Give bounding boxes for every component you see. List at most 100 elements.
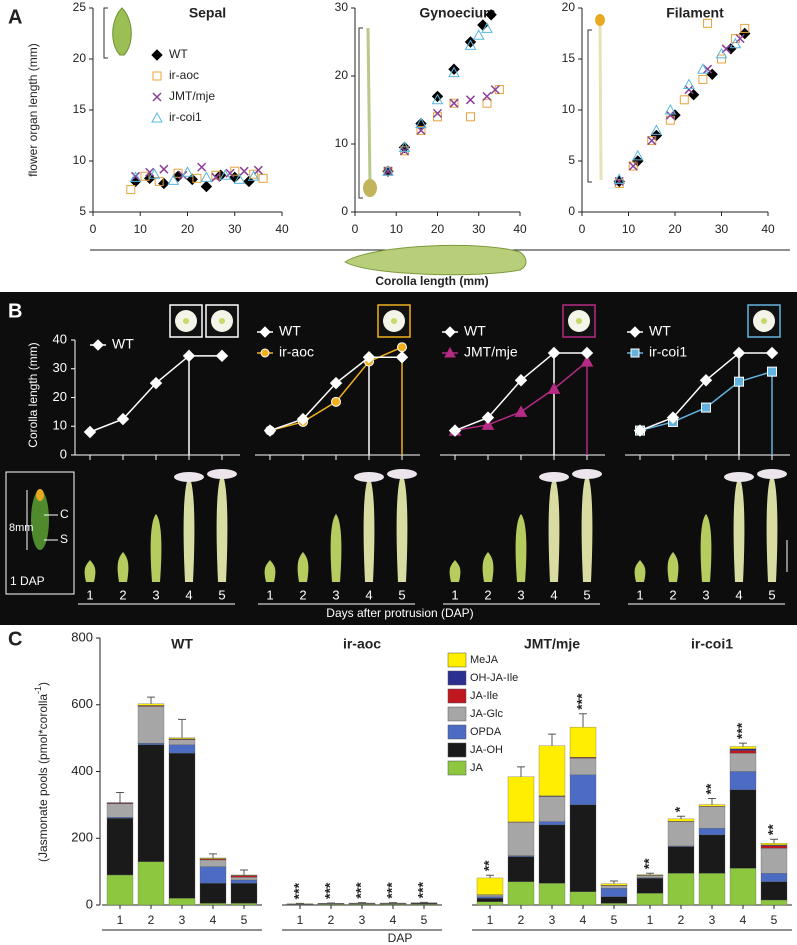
bar-segment bbox=[199, 903, 227, 906]
bar-segment bbox=[230, 875, 258, 878]
point bbox=[148, 168, 161, 179]
bar-segment bbox=[106, 803, 134, 818]
bar-segment bbox=[476, 896, 504, 899]
error-bar bbox=[209, 853, 217, 858]
point bbox=[145, 167, 155, 177]
point bbox=[464, 39, 477, 50]
bar-segment bbox=[507, 776, 535, 823]
point bbox=[431, 93, 444, 105]
bar-segment bbox=[729, 868, 757, 906]
x-tick-label: 5 bbox=[768, 587, 775, 602]
point bbox=[669, 109, 681, 121]
bar-segment bbox=[569, 891, 597, 906]
significance: *** bbox=[322, 882, 338, 899]
point bbox=[249, 169, 259, 179]
point bbox=[258, 173, 268, 183]
error-bar bbox=[677, 815, 685, 819]
point bbox=[448, 424, 462, 437]
point bbox=[734, 376, 744, 387]
point bbox=[725, 43, 737, 55]
x-tick-label: 10 bbox=[622, 222, 636, 236]
point bbox=[83, 425, 97, 439]
point bbox=[664, 103, 677, 115]
inset-label: C bbox=[60, 507, 69, 521]
bar-segment bbox=[168, 739, 196, 745]
x-tick-label: 3 bbox=[179, 913, 186, 927]
bar-segment bbox=[729, 771, 757, 791]
point bbox=[415, 117, 427, 129]
bar-segment bbox=[199, 866, 227, 884]
x-tick-label: 0 bbox=[90, 222, 97, 236]
legend-label: ir-aoc bbox=[169, 68, 199, 82]
point bbox=[482, 91, 492, 101]
legend-marker bbox=[444, 346, 456, 358]
bar-segment bbox=[106, 817, 134, 819]
bar-segment bbox=[729, 746, 757, 749]
error-bar bbox=[708, 798, 716, 805]
point bbox=[362, 351, 376, 364]
x-tick-label: 4 bbox=[580, 913, 587, 927]
point bbox=[580, 355, 594, 367]
filament-photo bbox=[587, 14, 605, 183]
flower-photo bbox=[482, 552, 494, 582]
bar-segment bbox=[230, 877, 258, 881]
y-tick-label: 5 bbox=[568, 153, 575, 167]
y-tick-label: 800 bbox=[71, 629, 93, 644]
point bbox=[431, 90, 444, 103]
bar-segment bbox=[538, 745, 566, 797]
point bbox=[481, 418, 495, 430]
x-axis-label: Days after protrusion (DAP) bbox=[326, 606, 473, 620]
bar-segment bbox=[760, 845, 788, 849]
point bbox=[485, 9, 497, 21]
bar-segment bbox=[507, 822, 535, 856]
x-tick-label: 0 bbox=[352, 222, 359, 236]
x-tick-label: 40 bbox=[761, 222, 775, 236]
bar-segment bbox=[636, 875, 664, 878]
flower-photo bbox=[581, 474, 593, 582]
bar-segment bbox=[199, 857, 227, 859]
y-tick-label: 25 bbox=[73, 0, 87, 14]
point bbox=[182, 349, 196, 363]
point bbox=[698, 74, 708, 84]
y-axis-label-main: (Jasmonate pools (pmol*corolla bbox=[36, 694, 50, 862]
flower-photo bbox=[330, 514, 342, 582]
y-tick-label: 30 bbox=[53, 360, 67, 375]
y-tick-label: 30 bbox=[335, 0, 349, 14]
flower-center bbox=[183, 318, 189, 324]
significance: ** bbox=[703, 783, 719, 794]
point bbox=[715, 47, 728, 59]
x-tick-label: 3 bbox=[359, 913, 366, 927]
error-bar bbox=[147, 696, 155, 704]
panel-label: C bbox=[8, 628, 22, 650]
point bbox=[129, 171, 142, 182]
x-tick-label: 4 bbox=[365, 587, 372, 602]
bar-segment bbox=[760, 899, 788, 906]
point bbox=[400, 146, 409, 156]
x-tick-label: 3 bbox=[702, 587, 709, 602]
point bbox=[211, 172, 221, 182]
point bbox=[230, 166, 240, 176]
legend-marker bbox=[151, 111, 163, 123]
legend-label: JA-Ile bbox=[470, 690, 498, 702]
point bbox=[415, 117, 427, 130]
significance: *** bbox=[574, 693, 590, 710]
bar-segment bbox=[600, 883, 628, 886]
legend-label: ir-coi1 bbox=[649, 344, 687, 360]
error-bar bbox=[240, 869, 248, 875]
bar-segment bbox=[507, 855, 535, 857]
x-tick-label: 3 bbox=[152, 587, 159, 602]
point bbox=[167, 174, 180, 185]
y-tick-label: 20 bbox=[53, 389, 67, 404]
chart-title: JMT/mje bbox=[524, 636, 580, 652]
point bbox=[395, 351, 409, 364]
bar-segment bbox=[667, 873, 695, 906]
point bbox=[449, 98, 459, 108]
y-tick-label: 10 bbox=[562, 102, 576, 116]
bar-segment bbox=[698, 873, 726, 906]
error-bar bbox=[517, 766, 525, 777]
panel-label: A bbox=[8, 6, 22, 28]
y-tick-label: 15 bbox=[73, 102, 87, 116]
x-tick-label: 20 bbox=[181, 222, 195, 236]
bar-segment bbox=[476, 901, 504, 906]
